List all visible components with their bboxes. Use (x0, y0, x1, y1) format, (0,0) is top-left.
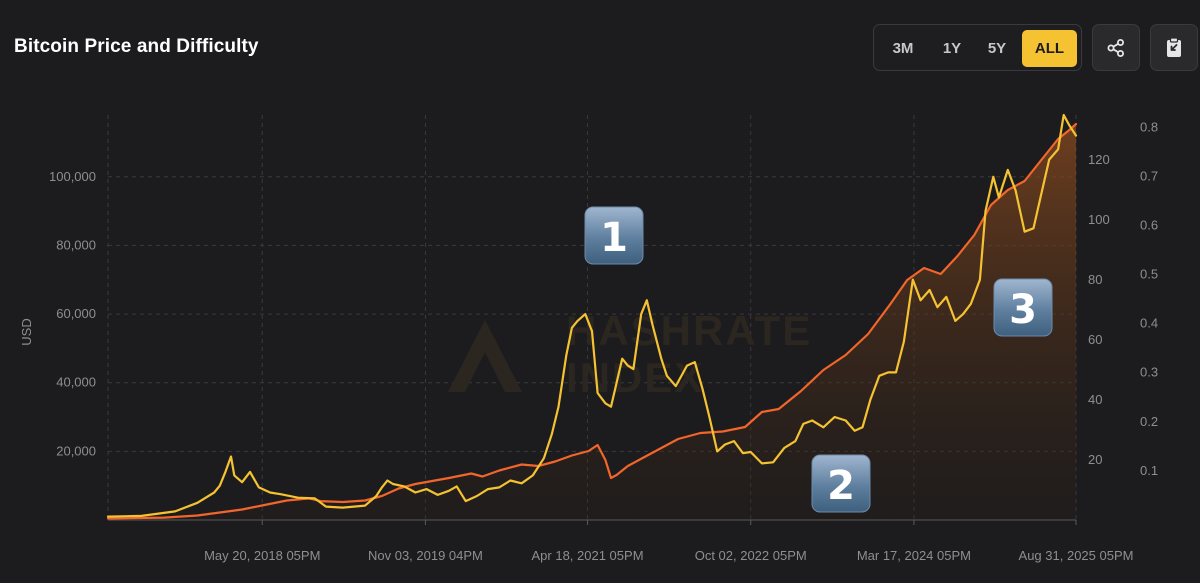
watermark-line1: HASHRATE (566, 307, 812, 354)
clipboard-button[interactable] (1150, 24, 1198, 71)
share-icon (1107, 38, 1124, 57)
x-tick-label: Oct 02, 2022 05PM (695, 548, 807, 563)
price-line (106, 113, 1078, 518)
y-mid-tick-label: 120 (1088, 152, 1110, 167)
range-all-button[interactable]: ALL (1022, 30, 1077, 67)
y-right-tick-label: 0.7 (1140, 168, 1158, 183)
y-right-tick-label: 0.2 (1140, 414, 1158, 429)
x-tick-label: Mar 17, 2024 05PM (857, 548, 971, 563)
y-right-tick-label: 0.1 (1140, 463, 1158, 478)
share-button[interactable] (1092, 24, 1140, 71)
y-left-tick-label: 100,000 (49, 169, 96, 184)
badge-3: 3 (993, 278, 1053, 337)
y-right-tick-label: 0.4 (1140, 316, 1158, 331)
x-tick-label: May 20, 2018 05PM (204, 548, 320, 563)
difficulty-area (108, 124, 1076, 520)
y-mid-tick-label: 80 (1088, 272, 1102, 287)
time-range-selector: 3M 1Y 5Y ALL (873, 24, 1082, 71)
x-tick-label: Nov 03, 2019 04PM (368, 548, 483, 563)
y-left-tick-label: 40,000 (56, 375, 96, 390)
range-3m-button[interactable]: 3M (892, 40, 914, 57)
y-right-tick-label: 0.5 (1140, 267, 1158, 282)
page-title: Bitcoin Price and Difficulty (14, 36, 259, 57)
difficulty-line (106, 122, 1078, 520)
y-right-tick-label: 0.8 (1140, 119, 1158, 134)
y-left-tick-label: 20,000 (56, 443, 96, 458)
watermark-logo (448, 320, 522, 392)
y-mid-tick-label: 40 (1088, 392, 1102, 407)
y-mid-tick-label: 20 (1088, 452, 1102, 467)
axes: USD May 20, 2018 05PM Nov 03, 2019 04PM Ap… (19, 119, 1158, 563)
badge-1-label: 1 (600, 215, 628, 261)
badge-2-label: 2 (827, 463, 855, 509)
clipboard-icon (1167, 36, 1181, 57)
badge-2: 2 (811, 454, 871, 513)
y-right-tick-label: 0.3 (1140, 365, 1158, 380)
y-left-tick-label: 60,000 (56, 306, 96, 321)
badge-3-label: 3 (1009, 287, 1037, 333)
y-mid-tick-label: 100 (1088, 212, 1110, 227)
range-5y-button[interactable]: 5Y (987, 40, 1007, 57)
watermark: HASHRATE INDEX (448, 307, 812, 401)
y-axis-label: USD (19, 318, 34, 345)
y-left-tick-label: 80,000 (56, 237, 96, 252)
badge-1: 1 (584, 206, 644, 265)
y-right-tick-label: 0.6 (1140, 217, 1158, 232)
y-mid-tick-label: 60 (1088, 332, 1102, 347)
x-tick-label: Apr 18, 2021 05PM (532, 548, 644, 563)
x-tick-label: Aug 31, 2025 05PM (1019, 548, 1134, 563)
range-1y-button[interactable]: 1Y (942, 40, 962, 57)
